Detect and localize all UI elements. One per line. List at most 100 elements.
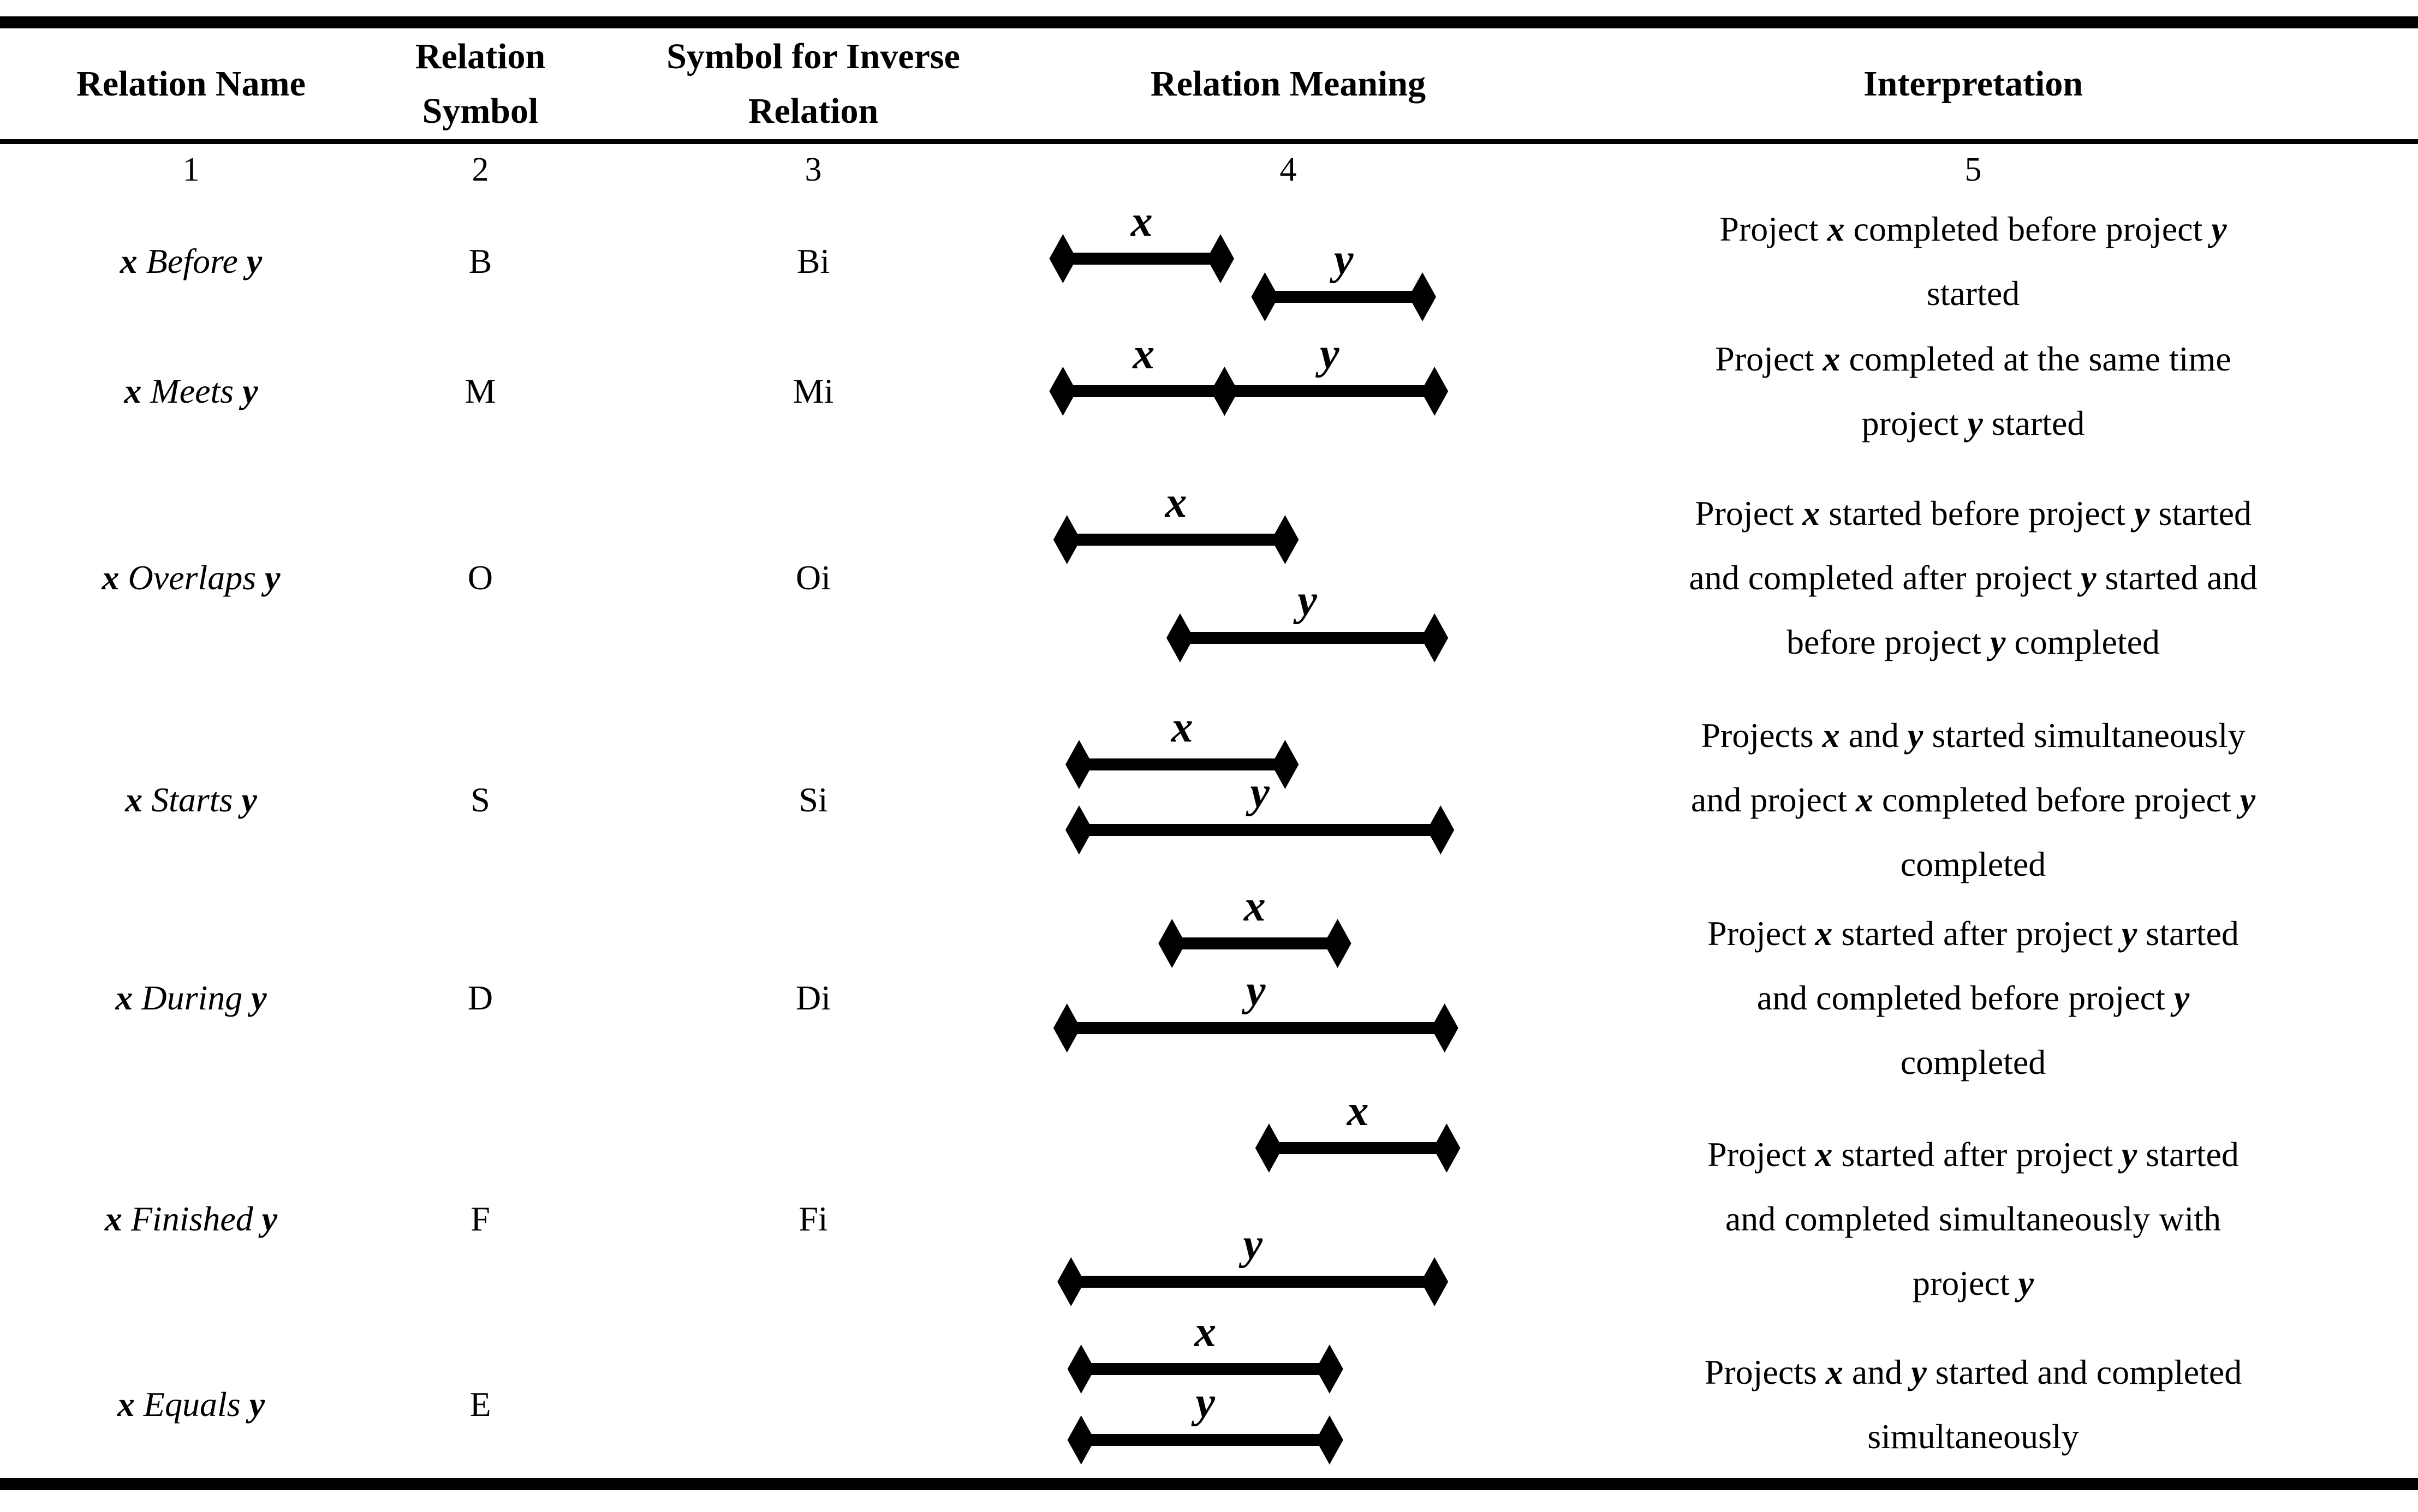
interpretation-during: Project x started after project y starte… (1528, 901, 2418, 1095)
variable-y: y (1967, 404, 1983, 443)
interval-segment-y: y (1166, 577, 1449, 662)
segment-label-x: x (1132, 330, 1154, 378)
variable-y: y (2134, 494, 2150, 533)
end-diamond-icon (1431, 1003, 1458, 1053)
start-diamond-icon (1067, 1344, 1095, 1394)
inverse-symbol-during: Di (796, 978, 831, 1017)
column-header-relation-name: Relation Name (76, 63, 306, 104)
relation-row-overlaps: x Overlaps y O Oi x y Project x started befor… (0, 452, 2418, 703)
end-diamond-icon (1271, 740, 1299, 789)
interval-segment-x: x (1049, 330, 1238, 416)
variable-x: x (1815, 914, 1833, 953)
interpretation-line: completed (1900, 1043, 2046, 1081)
interpretation-line: Projects x and y started simultaneously (1701, 716, 2246, 755)
column-number-5: 5 (1964, 151, 1982, 188)
variable-y: y (1908, 716, 1923, 755)
relation-name-finished: x Finished y (104, 1199, 278, 1238)
variable-y: y (2211, 210, 2227, 248)
start-diamond-icon (1053, 515, 1081, 564)
inverse-symbol-meets: Mi (793, 372, 834, 410)
variable-y: y (2173, 978, 2190, 1017)
segment-label-x: x (1243, 882, 1266, 930)
interval-diagram-before: xy (1049, 198, 1436, 321)
column-number-2: 2 (472, 151, 489, 188)
interpretation-line: before project y completed (1786, 623, 2160, 661)
interpretation-equals: Projects x and y started and completed si… (1528, 1340, 2418, 1469)
column-header-symbol-for-inverse-relation: Symbol for Inverse Relation (666, 36, 960, 131)
interpretation-line: simultaneously (1867, 1417, 2079, 1456)
end-diamond-icon (1207, 234, 1234, 283)
inverse-symbol-before: Bi (796, 242, 830, 280)
interpretation-line: project y (1912, 1264, 2034, 1302)
variable-x: x (1822, 716, 1840, 755)
variable-y: y (1911, 1353, 1927, 1391)
relation-symbol-before: B (468, 242, 492, 280)
relation-row-during: x During y D Di x y Project x started after p… (0, 882, 2418, 1107)
variable-x: x (1856, 780, 1873, 819)
variable-x: x (1823, 339, 1841, 378)
start-diamond-icon (1251, 272, 1279, 321)
segment-label-x: x (1194, 1308, 1216, 1356)
inverse-symbol-overlaps: Oi (796, 558, 831, 597)
interval-segment-y: y (1053, 967, 1458, 1053)
interpretation-starts: Projects x and y started simultaneously a… (1528, 703, 2418, 897)
relation-symbol-finished: F (471, 1199, 490, 1238)
segment-label-y: y (1329, 236, 1354, 284)
interpretation-line: and completed simultaneously with (1725, 1199, 2222, 1238)
interval-diagram-finished: xy (1057, 1087, 1461, 1306)
interval-segment-x: x (1065, 703, 1299, 789)
relation-row-finished: x Finished y F Fi x y Project x started after… (0, 1087, 2418, 1331)
segment-label-x: x (1171, 703, 1193, 751)
segment-label-y: y (1245, 769, 1270, 817)
end-diamond-icon (1315, 1415, 1343, 1465)
variable-x: x (1815, 1135, 1833, 1174)
end-diamond-icon (1421, 613, 1449, 662)
interpretation-line: and completed after project y started an… (1689, 558, 2258, 597)
variable-y: y (2081, 558, 2097, 597)
interval-diagram-during: xy (1053, 882, 1458, 1053)
segment-label-y: y (1293, 577, 1317, 625)
interpretation-line: Project x completed at the same time (1715, 339, 2231, 378)
variable-x: x (1825, 1353, 1843, 1391)
start-diamond-icon (1057, 1257, 1085, 1306)
start-diamond-icon (1065, 805, 1093, 854)
column-header-interpretation: Interpretation (1863, 63, 2083, 104)
start-diamond-icon (1049, 367, 1077, 416)
variable-y: y (2018, 1264, 2034, 1302)
variable-y: y (241, 780, 257, 819)
interpretation-line: Project x started before project y start… (1695, 494, 2252, 533)
variable-x: x (125, 780, 143, 819)
interpretation-line: and project x completed before project y (1690, 780, 2256, 819)
interval-segment-x: x (1053, 479, 1299, 564)
variable-x: x (104, 1199, 122, 1238)
start-diamond-icon (1211, 367, 1238, 416)
segment-label-x: x (1130, 198, 1153, 246)
start-diamond-icon (1053, 1003, 1081, 1053)
relation-row-meets: x Meets y M Mi x y Project x completed at the… (0, 327, 2418, 452)
end-diamond-icon (1324, 919, 1351, 968)
variable-x: x (1802, 494, 1820, 533)
relation-symbol-starts: S (471, 780, 490, 819)
allen-relations-table: Relation Name Relation Symbol Symbol for I… (0, 16, 2418, 1490)
variable-y: y (246, 242, 263, 280)
variable-y: y (2121, 1135, 2137, 1174)
interpretation-line: Project x started after project y starte… (1707, 1135, 2239, 1174)
interval-segment-y: y (1251, 236, 1436, 321)
relation-name-starts: x Starts y (125, 780, 257, 819)
variable-x: x (124, 372, 142, 410)
interpretation-finished: Project x started after project y starte… (1528, 1122, 2418, 1316)
interpretation-line: and completed before project y (1756, 978, 2190, 1017)
segment-label-y: y (1238, 1221, 1262, 1269)
interval-segment-y: y (1065, 769, 1455, 854)
start-diamond-icon (1158, 919, 1186, 968)
interval-segment-x: x (1067, 1308, 1343, 1394)
variable-y: y (1990, 623, 2006, 661)
